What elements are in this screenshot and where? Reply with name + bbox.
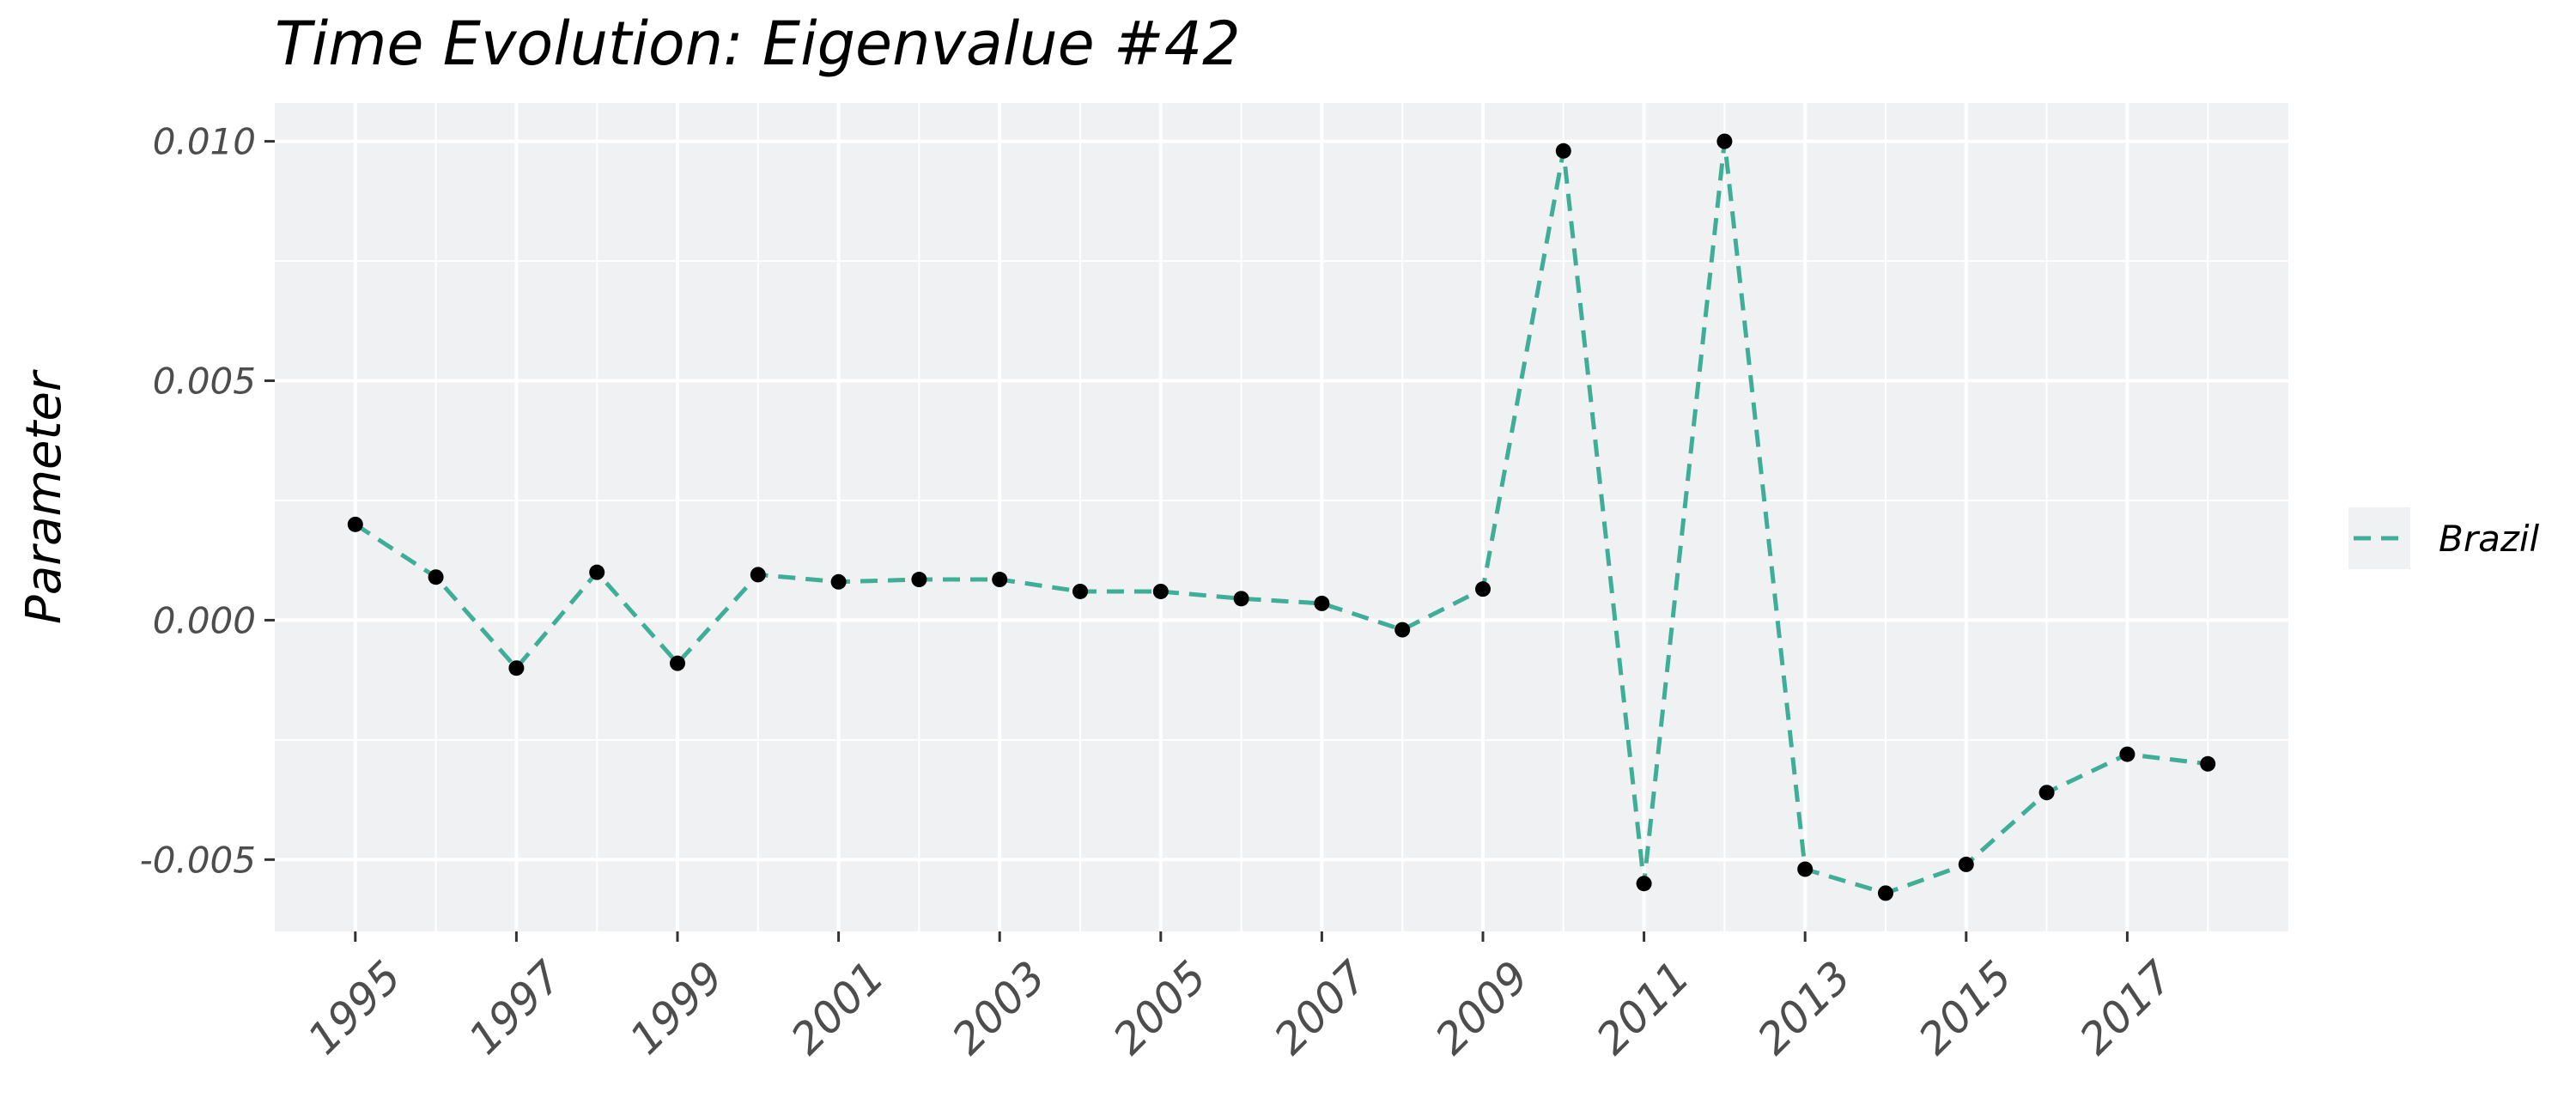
data-point bbox=[830, 573, 847, 590]
y-tick-label: 0.010 bbox=[153, 121, 256, 163]
x-tick-label: 2005 bbox=[1103, 951, 1216, 1064]
data-point bbox=[508, 660, 525, 676]
y-tick-label: 0.000 bbox=[153, 599, 256, 641]
x-tick-label: 1999 bbox=[621, 951, 733, 1064]
data-point bbox=[1555, 143, 1571, 159]
x-tick-label: 2013 bbox=[1748, 951, 1861, 1064]
data-point bbox=[992, 572, 1008, 588]
data-point bbox=[2119, 746, 2136, 762]
chart-title: Time Evolution: Eigenvalue #42 bbox=[275, 9, 1241, 79]
data-point bbox=[1716, 133, 1733, 149]
data-point bbox=[2200, 755, 2216, 772]
x-ticks: 1995 1997 1999 2001 2003 2005 2007 2009 2011 2013… bbox=[298, 931, 2183, 1064]
data-point bbox=[1072, 583, 1088, 599]
data-point bbox=[1797, 861, 1814, 877]
x-tick-label: 1997 bbox=[459, 951, 572, 1064]
data-point bbox=[1958, 856, 1974, 872]
data-point bbox=[428, 569, 444, 585]
y-axis-label: Parameter bbox=[16, 369, 72, 624]
legend: Brazil bbox=[2348, 507, 2540, 569]
data-point bbox=[2038, 785, 2055, 801]
data-point bbox=[1314, 595, 1330, 611]
x-tick-label: 2003 bbox=[943, 951, 1055, 1064]
data-point bbox=[1878, 885, 1893, 901]
x-tick-label: 2009 bbox=[1426, 951, 1539, 1064]
y-ticks: -0.005 0.000 0.005 0.010 bbox=[140, 121, 275, 881]
x-tick-label: 2015 bbox=[1909, 951, 2021, 1064]
data-point bbox=[670, 655, 685, 671]
x-tick-label: 2001 bbox=[781, 951, 894, 1064]
data-point bbox=[347, 516, 363, 532]
data-point bbox=[1475, 581, 1491, 597]
data-point bbox=[750, 567, 766, 583]
data-point bbox=[911, 572, 927, 588]
plot-panel bbox=[275, 103, 2288, 931]
y-tick-label: 0.005 bbox=[153, 361, 256, 403]
x-tick-label: 2007 bbox=[1265, 951, 1377, 1064]
data-point bbox=[1636, 876, 1652, 892]
x-tick-label: 2017 bbox=[2070, 951, 2183, 1064]
y-tick-label: -0.005 bbox=[140, 839, 256, 881]
data-points bbox=[347, 133, 2216, 901]
legend-label-brazil: Brazil bbox=[2439, 518, 2540, 560]
series-line-brazil bbox=[354, 141, 2208, 896]
x-tick-label: 2011 bbox=[1587, 951, 1699, 1064]
grid-major bbox=[275, 103, 2288, 931]
data-point bbox=[589, 564, 605, 580]
data-point bbox=[1394, 622, 1411, 638]
x-tick-label: 1995 bbox=[298, 951, 410, 1064]
data-point bbox=[1233, 591, 1249, 607]
data-point bbox=[1152, 583, 1169, 599]
